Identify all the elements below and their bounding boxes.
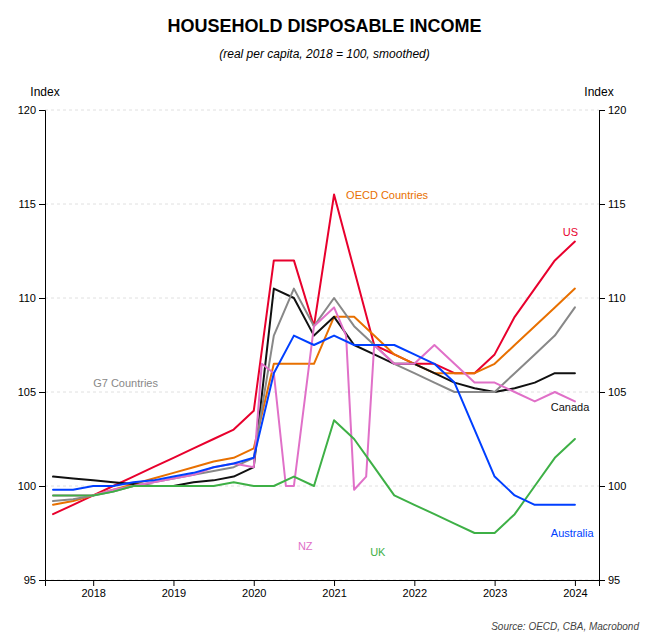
grid-line: [45, 110, 599, 111]
tick-mark: [39, 392, 45, 393]
grid-line: [45, 298, 599, 299]
tick-label: 115: [18, 198, 36, 210]
grid: [45, 110, 599, 580]
tick: 2023: [483, 580, 507, 599]
chart: HOUSEHOLD DISPOSABLE INCOME (real per cap…: [0, 0, 649, 640]
tick-mark: [93, 580, 94, 586]
tick: 115: [18, 198, 45, 210]
tick-label: 2018: [81, 587, 105, 599]
series-label: NZ: [298, 540, 313, 552]
annotations: US OECD Countries Canada G7 Countries NZ UK Au…: [93, 189, 594, 558]
subtitle: (real per capita, 2018 = 100, smoothed): [219, 47, 429, 61]
series-label: G7 Countries: [93, 377, 158, 389]
series-line: [53, 195, 575, 515]
tick-mark: [495, 580, 496, 586]
tick: 95: [599, 574, 620, 586]
tick: 2018: [81, 580, 105, 599]
series-line: [53, 336, 575, 505]
tick-label: 95: [24, 574, 36, 586]
title: HOUSEHOLD DISPOSABLE INCOME: [167, 16, 481, 36]
tick: 2024: [563, 580, 587, 599]
tick-mark: [254, 580, 255, 586]
y-axis: 95 100 105 110 115 120: [18, 104, 46, 586]
tick: 115: [599, 198, 626, 210]
tick-label: 120: [18, 104, 36, 116]
source: Source: OECD, CBA, Macrobond: [491, 621, 639, 632]
tick-label: 2019: [162, 587, 186, 599]
tick-mark: [599, 110, 605, 111]
plot-area: [53, 195, 575, 533]
series-label: OECD Countries: [346, 189, 428, 201]
tick: 2019: [162, 580, 186, 599]
tick-label: 2023: [483, 587, 507, 599]
series-label: Australia: [551, 527, 595, 539]
tick-label: 2021: [322, 587, 346, 599]
tick-mark: [575, 580, 576, 586]
tick: 110: [599, 292, 626, 304]
tick-mark: [39, 204, 45, 205]
tick: 105: [18, 386, 45, 398]
series-line: [53, 420, 575, 533]
tick-label: 95: [608, 574, 620, 586]
tick: 2020: [242, 580, 266, 599]
tick: 110: [18, 292, 45, 304]
series-label: US: [563, 226, 578, 238]
axis-line: [46, 581, 600, 587]
axis-line: [39, 111, 46, 581]
tick-label: 105: [18, 386, 36, 398]
tick: 2021: [322, 580, 346, 599]
tick: 95: [24, 574, 45, 586]
tick-label: 2022: [403, 587, 427, 599]
y2-axis-label: Index: [584, 85, 613, 99]
tick-mark: [599, 204, 605, 205]
tick-mark: [173, 580, 174, 586]
tick: 100: [599, 480, 626, 492]
tick-label: 100: [608, 480, 626, 492]
series-label: Canada: [551, 401, 590, 413]
tick-mark: [39, 580, 45, 581]
tick-mark: [39, 486, 45, 487]
axis-line: [600, 111, 606, 581]
tick: 120: [599, 104, 626, 116]
series-line: [53, 289, 575, 505]
tick-mark: [334, 580, 335, 586]
series-line: [53, 289, 575, 501]
tick-label: 110: [608, 292, 626, 304]
tick: 100: [18, 480, 45, 492]
tick: 2022: [403, 580, 427, 599]
tick-mark: [39, 110, 45, 111]
tick: 120: [18, 104, 45, 116]
tick-label: 2024: [563, 587, 587, 599]
tick-label: 110: [18, 292, 36, 304]
tick-label: 115: [608, 198, 626, 210]
x-axis: 2018 2019 2020 2021 2022 2023 2024: [46, 580, 600, 599]
series-label: UK: [370, 546, 386, 558]
tick-label: 120: [608, 104, 626, 116]
y2-axis: 95 100 105 110 115 120: [599, 104, 626, 586]
grid-line: [45, 204, 599, 205]
y-axis-label: Index: [30, 85, 59, 99]
tick-mark: [599, 392, 605, 393]
tick-label: 100: [18, 480, 36, 492]
tick-label: 2020: [242, 587, 266, 599]
tick-mark: [599, 298, 605, 299]
tick-mark: [39, 298, 45, 299]
tick: 105: [599, 386, 626, 398]
tick-mark: [599, 580, 605, 581]
series-line: [53, 307, 575, 495]
series-line: [53, 289, 575, 486]
tick-label: 105: [608, 386, 626, 398]
tick-mark: [414, 580, 415, 586]
tick-mark: [599, 486, 605, 487]
